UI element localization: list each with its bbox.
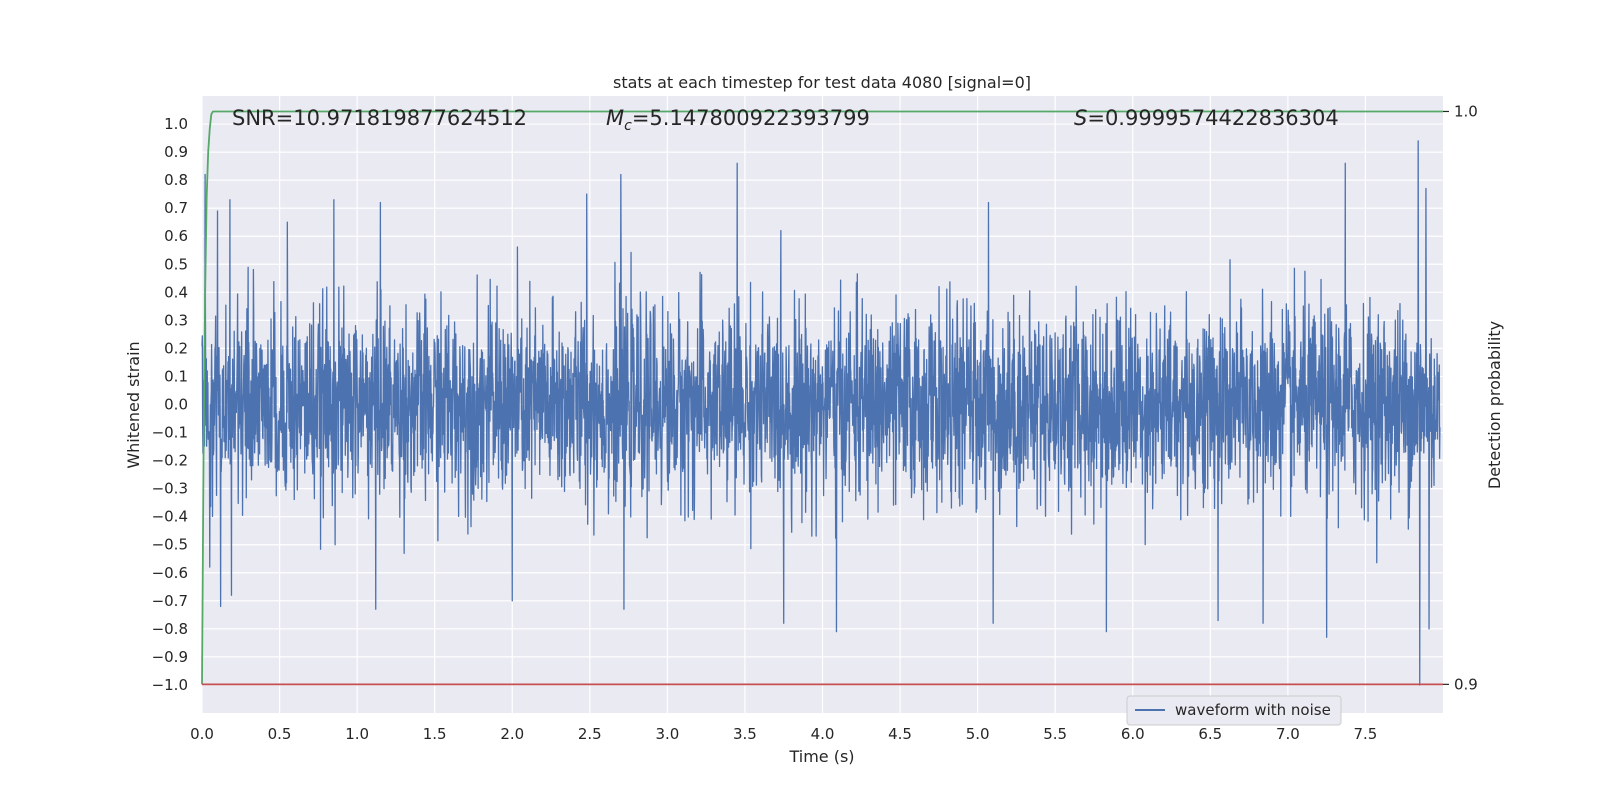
y-tick-label: 0.1 <box>164 367 188 385</box>
series-layer <box>201 110 1443 686</box>
x-tick-label: 5.5 <box>1043 725 1067 743</box>
y-tick-label: 0.3 <box>164 311 188 329</box>
y-tick-label: 0.6 <box>164 227 188 245</box>
x-tick-label: 4.5 <box>888 725 912 743</box>
y-tick-label: 1.0 <box>164 115 188 133</box>
x-tick-label: 2.5 <box>578 725 602 743</box>
y2-tick-label: 0.9 <box>1454 675 1478 693</box>
chirp-mass-annotation: Mc=5.147800922393799 <box>606 106 870 134</box>
x-tick-label: 7.0 <box>1276 725 1300 743</box>
y-tick-label: −0.6 <box>152 564 188 582</box>
x-tick-labels: 0.0 0.5 1.0 1.5 2.0 2.5 3.0 3.5 4.0 4.5 5.0 5.5 6.0 6… <box>190 725 1377 743</box>
stat-symbol: S <box>1074 106 1087 130</box>
x-tick-label: 5.0 <box>966 725 990 743</box>
snr-annotation: SNR=10.971819877624512 <box>232 106 527 130</box>
legend: waveform with noise <box>1126 695 1342 726</box>
x-tick-label: 1.5 <box>423 725 447 743</box>
y-tick-label: −0.3 <box>152 480 188 498</box>
y-tick-label: −0.1 <box>152 424 188 442</box>
x-tick-label: 6.0 <box>1121 725 1145 743</box>
y2-axis-label: Detection probability <box>1485 321 1504 489</box>
chart-title: stats at each timestep for test data 408… <box>613 73 1031 92</box>
x-tick-label: 2.0 <box>500 725 524 743</box>
legend-box <box>1126 695 1342 726</box>
y2-tick-label: 1.0 <box>1454 102 1478 120</box>
y-tick-label: 0.9 <box>164 143 188 161</box>
chirp-mass-value: =5.147800922393799 <box>632 106 870 130</box>
y-tick-label: −0.7 <box>152 592 188 610</box>
y-tick-label: −0.5 <box>152 536 188 554</box>
x-tick-label: 4.0 <box>811 725 835 743</box>
x-tick-label: 7.5 <box>1354 725 1378 743</box>
stat-annotation: S=0.9999574422836304 <box>1074 106 1339 130</box>
y-tick-label: 0.8 <box>164 171 188 189</box>
chirp-mass-symbol: M <box>606 106 624 130</box>
y-tick-label: −0.2 <box>152 452 188 470</box>
x-axis-label: Time (s) <box>788 747 854 766</box>
y-tick-label: 0.2 <box>164 339 188 357</box>
y-tick-label: −0.4 <box>152 508 188 526</box>
y-tick-label: 0.4 <box>164 283 188 301</box>
y-tick-label: 0.0 <box>164 396 188 414</box>
y2-tick-labels: 1.0 0.9 <box>1443 102 1478 693</box>
x-tick-label: 3.0 <box>655 725 679 743</box>
stat-value: =0.9999574422836304 <box>1087 106 1338 130</box>
chirp-mass-subscript: c <box>624 118 632 134</box>
y-axis-label: Whitened strain <box>124 341 143 468</box>
series-waveform-with-noise <box>201 140 1441 686</box>
x-tick-label: 6.5 <box>1198 725 1222 743</box>
x-tick-label: 1.0 <box>345 725 369 743</box>
x-tick-label: 3.5 <box>733 725 757 743</box>
y-tick-labels: 1.0 0.9 0.8 0.7 0.6 0.5 0.4 0.3 0.2 0.1 0.0 −0.1 −0.… <box>152 115 188 694</box>
y-tick-label: −1.0 <box>152 676 188 694</box>
y-tick-label: −0.8 <box>152 620 188 638</box>
y-tick-label: 0.7 <box>164 199 188 217</box>
y-tick-label: −0.9 <box>152 648 188 666</box>
x-tick-label: 0.0 <box>190 725 214 743</box>
y-tick-label: 0.5 <box>164 255 188 273</box>
series-detection-probability <box>201 110 1443 685</box>
x-tick-label: 0.5 <box>268 725 292 743</box>
legend-label-waveform: waveform with noise <box>1175 701 1331 719</box>
